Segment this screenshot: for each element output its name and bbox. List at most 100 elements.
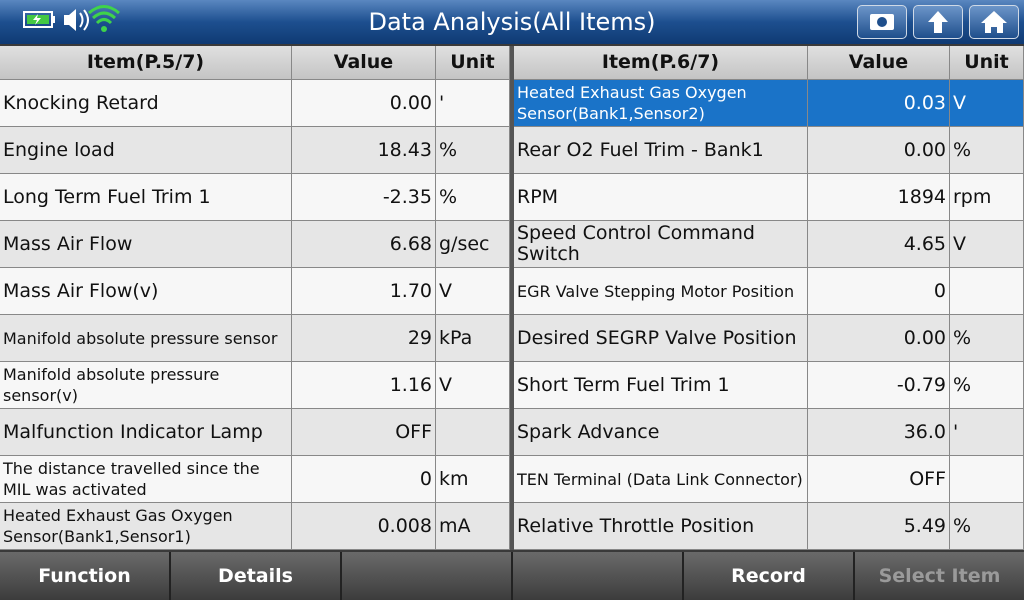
column-header: Unit [436,46,509,79]
item-name: Engine load [0,127,291,173]
item-value: 6.68 [292,221,435,267]
data-row[interactable]: Rear O2 Fuel Trim - Bank1 0.00% [514,127,1024,173]
item-name: The distance travelled since the MIL was… [0,456,291,502]
item-unit [950,456,1023,502]
title: Data Analysis(All Items) [368,8,656,36]
item-value: 0.03 [808,80,949,126]
item-value: 0.00 [808,315,949,361]
item-name: Rear O2 Fuel Trim - Bank1 [514,127,807,173]
item-name: RPM [514,174,807,220]
data-row[interactable]: Manifold absolute pressure sensor 29 kPa [0,315,510,361]
item-value: 0.008 [292,503,435,549]
column-header: Item(P.5/7) [0,46,291,79]
item-value: 36.0 [808,409,949,455]
item-name: Speed Control Command Switch [514,221,807,267]
header-bar: Data Analysis(All Items) [0,0,1024,44]
footer-button[interactable]: Function [0,552,169,600]
item-name: Heated Exhaust Gas Oxygen Sensor(Bank1,S… [514,80,807,126]
item-unit: V [950,221,1023,267]
item-name: Heated Exhaust Gas Oxygen Sensor(Bank1,S… [0,503,291,549]
item-name: TEN Terminal (Data Link Connector) [514,456,807,502]
item-name: Long Term Fuel Trim 1 [0,174,291,220]
item-name: Spark Advance [514,409,807,455]
item-unit: mA [436,503,509,549]
column-header: Unit [950,46,1023,79]
data-row[interactable]: Desired SEGRP Valve Position 0.00% [514,315,1024,361]
data-row[interactable]: Speed Control Command Switch 4.65 V [514,221,1024,267]
footer-button[interactable]: Record [684,552,853,600]
item-value: 1894 [808,174,949,220]
item-value: -2.35 [292,174,435,220]
item-name: Mass Air Flow [0,221,291,267]
item-value: 0 [292,456,435,502]
item-value: 0 [808,268,949,314]
data-row[interactable]: Heated Exhaust Gas Oxygen Sensor(Bank1,S… [514,80,1024,126]
item-name: Knocking Retard [0,80,291,126]
header-row: Item(P.6/7) Value Unit [514,46,1024,79]
data-row[interactable]: Malfunction Indicator Lamp OFF [0,409,510,455]
data-row[interactable]: Engine load 18.43% [0,127,510,173]
item-unit: % [950,315,1023,361]
column-header: Value [808,46,949,79]
item-unit [436,409,509,455]
item-unit [950,268,1023,314]
footer-button[interactable]: Details [171,552,340,600]
item-unit: V [950,80,1023,126]
item-value: -0.79 [808,362,949,408]
item-value: 1.16 [292,362,435,408]
item-value: OFF [292,409,435,455]
item-unit: % [950,127,1023,173]
data-row[interactable]: TEN Terminal (Data Link Connector) OFF [514,456,1024,502]
left-table: Item(P.5/7) Value Unit Knocking Retard 0.00 '… [0,46,510,550]
item-value: 5.49 [808,503,949,549]
data-row[interactable]: Mass Air Flow 6.68 g/sec [0,221,510,267]
item-unit: kPa [436,315,509,361]
data-row[interactable]: Short Term Fuel Trim 1 -0.79% [514,362,1024,408]
item-unit: % [436,127,509,173]
item-unit: ' [950,409,1023,455]
item-name: Short Term Fuel Trim 1 [514,362,807,408]
data-row[interactable]: The distance travelled since the MIL was… [0,456,510,502]
divider [510,46,514,550]
item-unit: % [950,362,1023,408]
item-value: 18.43 [292,127,435,173]
column-header: Item(P.6/7) [514,46,807,79]
data-row[interactable]: RPM 1894 rpm [514,174,1024,220]
item-name: Desired SEGRP Valve Position [514,315,807,361]
item-name: Manifold absolute pressure sensor(v) [0,362,291,408]
item-value: 29 [292,315,435,361]
item-name: EGR Valve Stepping Motor Position [514,268,807,314]
item-value: OFF [808,456,949,502]
data-row[interactable]: Knocking Retard 0.00 ' [0,80,510,126]
data-row[interactable]: Mass Air Flow(v) 1.70 V [0,268,510,314]
data-row[interactable]: Relative Throttle Position 5.49% [514,503,1024,549]
screenshot-button[interactable] [857,5,907,39]
item-unit: g/sec [436,221,509,267]
item-unit: V [436,268,509,314]
item-unit: % [436,174,509,220]
data-row[interactable]: Spark Advance 36.0 ' [514,409,1024,455]
item-unit: V [436,362,509,408]
footer-bar: Function Details Record Select Item [0,552,1024,600]
item-unit: % [950,503,1023,549]
item-value: 4.65 [808,221,949,267]
home-button[interactable] [969,5,1019,39]
item-name: Manifold absolute pressure sensor [0,315,291,361]
data-row[interactable]: Heated Exhaust Gas Oxygen Sensor(Bank1,S… [0,503,510,549]
footer-button: Select Item [855,552,1024,600]
column-header: Value [292,46,435,79]
item-unit: km [436,456,509,502]
item-value: 0.00 [292,80,435,126]
item-name: Malfunction Indicator Lamp [0,409,291,455]
item-value: 1.70 [292,268,435,314]
status-icons [23,5,120,32]
back-button[interactable] [913,5,963,39]
data-row[interactable]: EGR Valve Stepping Motor Position 0 [514,268,1024,314]
item-unit: ' [436,80,509,126]
item-name: Relative Throttle Position [514,503,807,549]
header-row: Item(P.5/7) Value Unit [0,46,510,79]
data-row[interactable]: Long Term Fuel Trim 1 -2.35% [0,174,510,220]
data-row[interactable]: Manifold absolute pressure sensor(v) 1.16… [0,362,510,408]
item-value: 0.00 [808,127,949,173]
